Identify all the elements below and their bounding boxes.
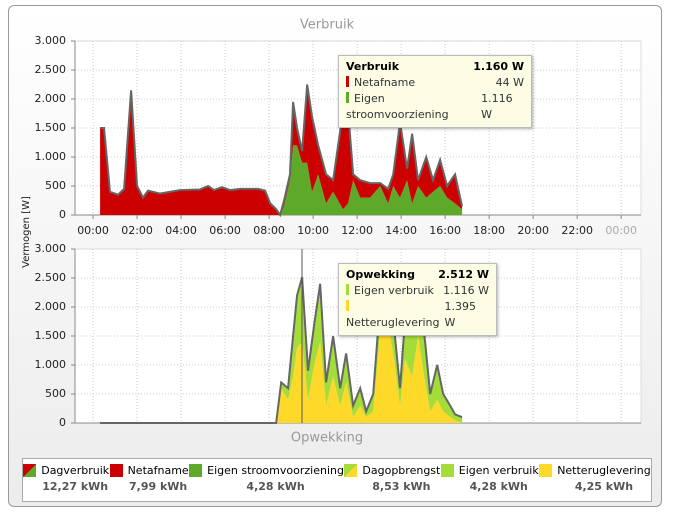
- y-tick-label: 1.000: [35, 358, 67, 371]
- legend-item: Eigen stroomvoorziening 4,28 kWh: [189, 459, 344, 501]
- legend-value: 4,25 kWh: [574, 480, 634, 493]
- chart-title: Verbruik: [300, 18, 355, 33]
- legend-swatch: [189, 464, 203, 477]
- y-tick-label: 2.000: [35, 300, 67, 313]
- x-tick-label: 12:00: [341, 224, 373, 237]
- tooltip-swatch: [346, 92, 349, 103]
- legend-name: Eigen verbruik: [458, 464, 539, 477]
- tooltip-row: Netteruglevering 1.395 W: [346, 299, 489, 331]
- x-tick-label: 02:00: [121, 224, 153, 237]
- tooltip-row: Netafname 44 W: [346, 75, 524, 91]
- y-tick-label: 3.000: [35, 34, 67, 47]
- tooltip-row-name-wrap: Netafname: [346, 75, 415, 91]
- legend-name: Eigen stroomvoorziening: [207, 464, 344, 477]
- x-tick-label: 04:00: [165, 224, 197, 237]
- legend-top: Netteruglevering: [539, 464, 651, 477]
- tooltip-row-name: Eigen stroomvoorziening: [346, 92, 449, 121]
- y-tick-label: 2.500: [35, 63, 67, 76]
- legend-value: 7,99 kWh: [129, 480, 188, 493]
- legend-value: 4,28 kWh: [469, 480, 528, 493]
- legend-item: Eigen verbruik 4,28 kWh: [440, 459, 539, 501]
- y-tick-label: 1.000: [35, 150, 67, 163]
- area: [100, 145, 463, 215]
- y-axis-label: Vermogen [W]: [21, 196, 32, 268]
- tooltip-header: Opwekking 2.512 W: [346, 268, 489, 281]
- y-tick-label: 2.500: [35, 271, 67, 284]
- legend-name: Netafname: [127, 464, 189, 477]
- x-tick-label: 20:00: [517, 224, 549, 237]
- x-tick-label: 18:00: [473, 224, 505, 237]
- legend-swatch: [440, 464, 454, 477]
- tooltip-row-name-wrap: Netteruglevering: [346, 299, 444, 331]
- tooltip-row-name: Netafname: [354, 76, 416, 89]
- y-tick-label: 500: [45, 179, 66, 192]
- x-tick-label: 16:00: [429, 224, 461, 237]
- legend-item: Dagopbrengst 8,53 kWh: [344, 459, 440, 501]
- x-tick-label: 14:00: [385, 224, 417, 237]
- tooltip-total: 2.512 W: [438, 268, 489, 281]
- tooltip-row: Eigen verbruik 1.116 W: [346, 283, 489, 299]
- legend-top: Dagopbrengst: [344, 464, 440, 477]
- x-tick-label: 22:00: [561, 224, 593, 237]
- tooltip-row: Eigen stroomvoorziening 1.116 W: [346, 91, 524, 123]
- legend-top: Eigen verbruik: [440, 464, 539, 477]
- tooltip-row-value: 1.116 W: [443, 284, 489, 297]
- legend-top: Eigen stroomvoorziening: [189, 464, 344, 477]
- legend-value: 8,53 kWh: [372, 480, 431, 493]
- tooltip-header: Verbruik 1.160 W: [346, 60, 524, 73]
- tooltip-row-name-wrap: Eigen stroomvoorziening: [346, 91, 481, 123]
- area: [100, 312, 463, 423]
- x-tick-label: 06:00: [209, 224, 241, 237]
- y-tick-label: 0: [59, 416, 66, 429]
- legend-swatch: [109, 464, 123, 477]
- legend-item: Netteruglevering 4,25 kWh: [539, 459, 651, 501]
- x-tick-label: 08:00: [253, 224, 285, 237]
- area: [100, 84, 463, 215]
- legend-swatch: [344, 464, 358, 477]
- y-tick-label: 1.500: [35, 121, 67, 134]
- y-tick-label: 3.000: [35, 242, 67, 255]
- legend-name: Dagopbrengst: [362, 464, 441, 477]
- legend-top: Netafname: [109, 464, 189, 477]
- tooltip-title: Opwekking: [346, 268, 415, 281]
- legend-top: Dagverbruik: [23, 464, 109, 477]
- x-tick-label: 00:00: [77, 224, 109, 237]
- legend-name: Dagverbruik: [41, 464, 110, 477]
- legend-swatch: [539, 464, 553, 477]
- tooltip-row-value: 44 W: [495, 76, 524, 89]
- legend-value: 4,28 kWh: [246, 480, 305, 493]
- total-line: [100, 277, 463, 424]
- tooltip-title: Verbruik: [346, 60, 400, 73]
- tooltip-row-name: Eigen verbruik: [354, 284, 434, 297]
- tooltip-swatch: [346, 284, 349, 295]
- legend-item: Dagverbruik 12,27 kWh: [23, 459, 109, 501]
- tooltip: Opwekking 2.512 W Eigen verbruik 1.116 W Net…: [338, 263, 497, 336]
- y-tick-label: 2.000: [35, 92, 67, 105]
- legend-value: 12,27 kWh: [42, 480, 109, 493]
- tooltip-row-value: 1.395 W: [444, 300, 476, 329]
- tooltip-row-name: Netteruglevering: [346, 316, 440, 329]
- total-line: [100, 84, 464, 218]
- y-tick-label: 1.500: [35, 329, 67, 342]
- chart-title: Opwekking: [291, 431, 363, 446]
- tooltip-row-value: 1.116 W: [481, 92, 513, 121]
- tooltip: Verbruik 1.160 W Netafname 44 W Eigen stroom…: [338, 55, 532, 128]
- tooltip-total: 1.160 W: [473, 60, 524, 73]
- x-tick-label: 00:00: [605, 224, 637, 237]
- tooltip-row-name-wrap: Eigen verbruik: [346, 283, 434, 299]
- legend-name: Netteruglevering: [557, 464, 651, 477]
- legend-item: Netafname 7,99 kWh: [109, 459, 189, 501]
- legend-swatch: [23, 464, 37, 477]
- legend: Dagverbruik 12,27 kWh Netafname 7,99 kWh Eig…: [22, 458, 652, 502]
- x-tick-label: 10:00: [297, 224, 329, 237]
- y-tick-label: 0: [59, 208, 66, 221]
- tooltip-swatch: [346, 300, 349, 311]
- y-tick-label: 500: [45, 387, 66, 400]
- tooltip-swatch: [346, 76, 349, 87]
